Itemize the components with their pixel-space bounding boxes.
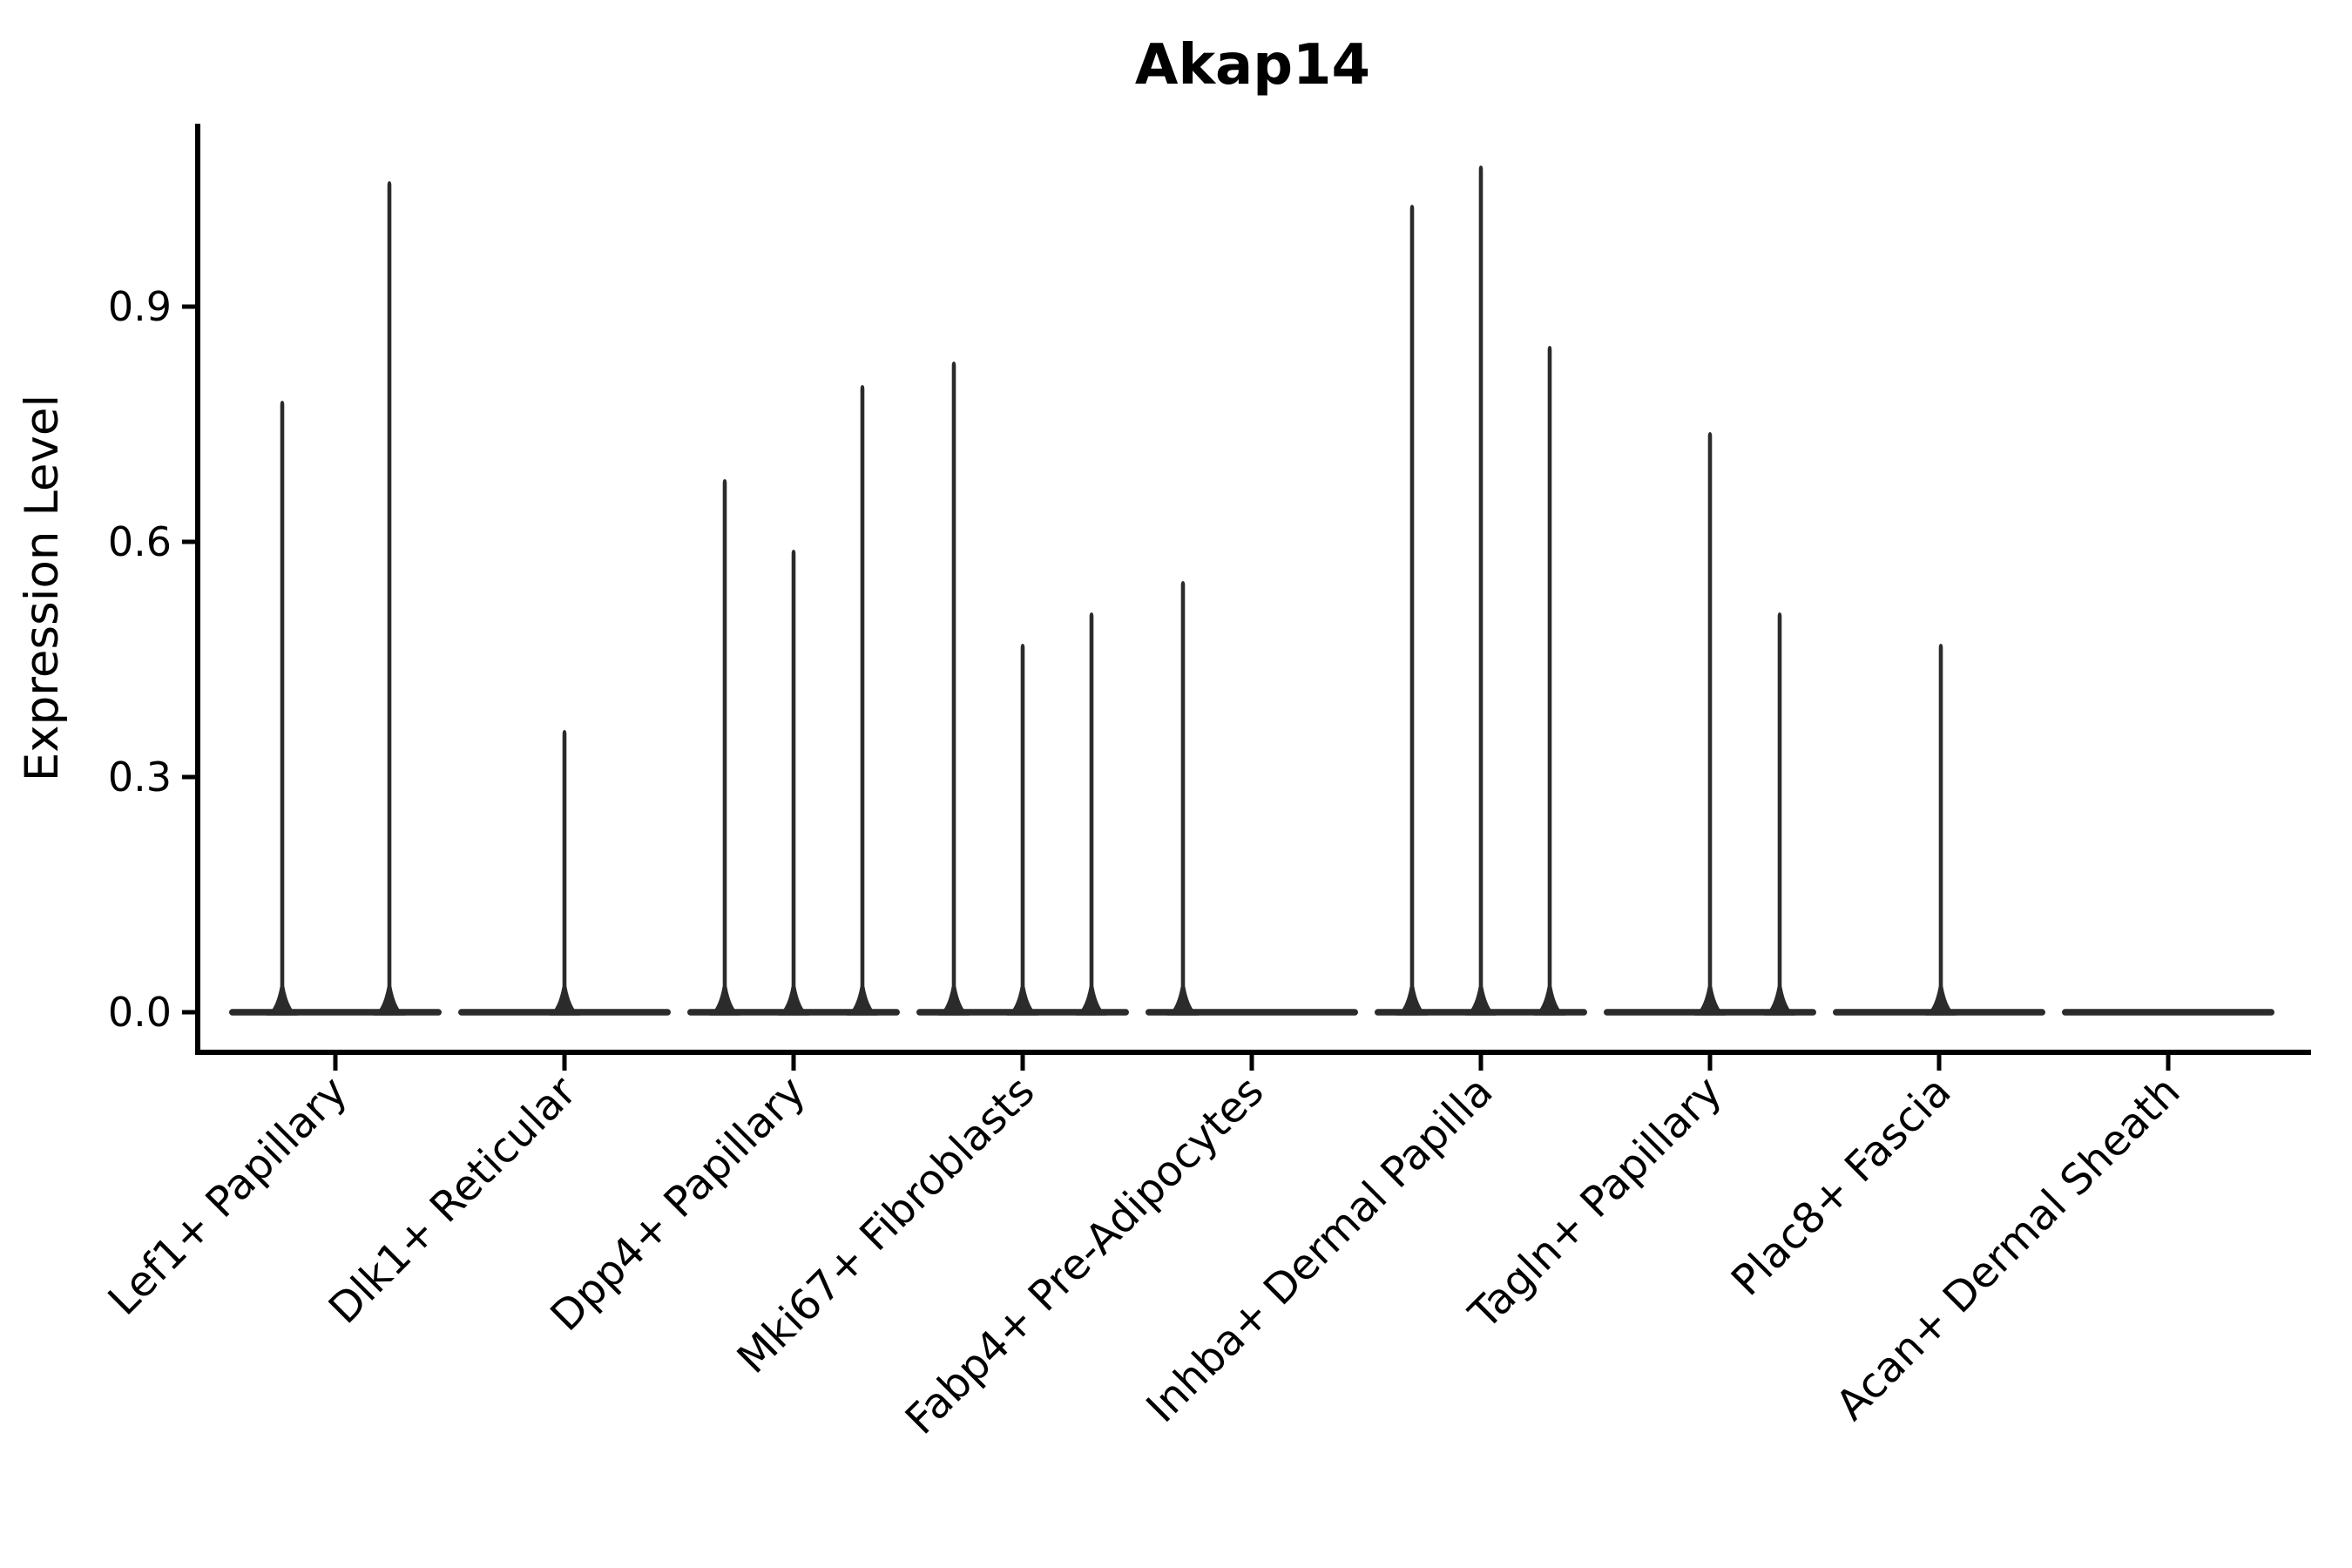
violin-spike — [1925, 644, 1957, 1016]
violin-baseline — [2062, 1009, 2274, 1016]
x-tick-label: Tagln+ Papillary — [1459, 1067, 1731, 1339]
chart-title: Akap14 — [1135, 33, 1370, 98]
violin-spike — [1076, 612, 1107, 1016]
x-tick-mark — [1020, 1055, 1025, 1071]
y-tick-label: 0.6 — [108, 518, 172, 565]
y-tick-label: 0.9 — [108, 283, 172, 330]
axis-spines — [195, 124, 2311, 1055]
violin-spike — [1007, 644, 1038, 1016]
x-tick-label: Dpp4+ Papillary — [541, 1067, 814, 1341]
y-tick-mark — [182, 539, 195, 544]
x-tick-label: Lef1+ Papillary — [99, 1067, 357, 1325]
x-tick-mark — [1707, 1055, 1713, 1071]
y-axis-label: Expression Level — [16, 395, 69, 781]
violin-spike — [1167, 581, 1199, 1016]
violin-spike — [374, 181, 405, 1016]
y-tick-mark — [182, 1010, 195, 1015]
x-tick-mark — [2166, 1055, 2171, 1071]
x-tick-label: Plac8+ Fascia — [1722, 1067, 1961, 1306]
violin-spike — [709, 479, 740, 1016]
violin-spike — [549, 730, 580, 1016]
violin-spike — [1764, 612, 1795, 1016]
x-tick-mark — [562, 1055, 567, 1071]
violin-spike — [847, 385, 878, 1016]
x-tick-mark — [333, 1055, 338, 1071]
violin-spike — [1534, 346, 1565, 1016]
y-tick-mark — [182, 774, 195, 780]
violin-spikes — [267, 166, 1957, 1016]
violin-baselines — [229, 1009, 2274, 1016]
x-tick-label: Dlk1+ Reticular — [320, 1067, 586, 1334]
violin-baseline — [1146, 1009, 1358, 1016]
y-tick-labels: 0.0 0.3 0.6 0.9 — [108, 283, 172, 1036]
violin-spike — [1396, 205, 1428, 1016]
y-tick-label: 0.3 — [108, 754, 172, 801]
bottom-spine — [195, 1050, 2311, 1055]
x-tick-mark — [791, 1055, 796, 1071]
x-axis-ticks — [333, 1055, 2171, 1071]
x-tick-mark — [1478, 1055, 1484, 1071]
violin-spike — [1694, 432, 1726, 1016]
x-tick-mark — [1249, 1055, 1254, 1071]
left-spine — [195, 124, 200, 1055]
violin-spike — [267, 401, 298, 1016]
y-tick-label: 0.0 — [108, 989, 172, 1036]
x-tick-mark — [1936, 1055, 1942, 1071]
y-tick-mark — [182, 304, 195, 309]
violin-spike — [778, 550, 809, 1016]
violin-baseline — [229, 1009, 442, 1016]
violin-spike — [938, 362, 970, 1016]
violin-spike — [1465, 166, 1497, 1016]
y-axis-ticks — [182, 304, 195, 1015]
